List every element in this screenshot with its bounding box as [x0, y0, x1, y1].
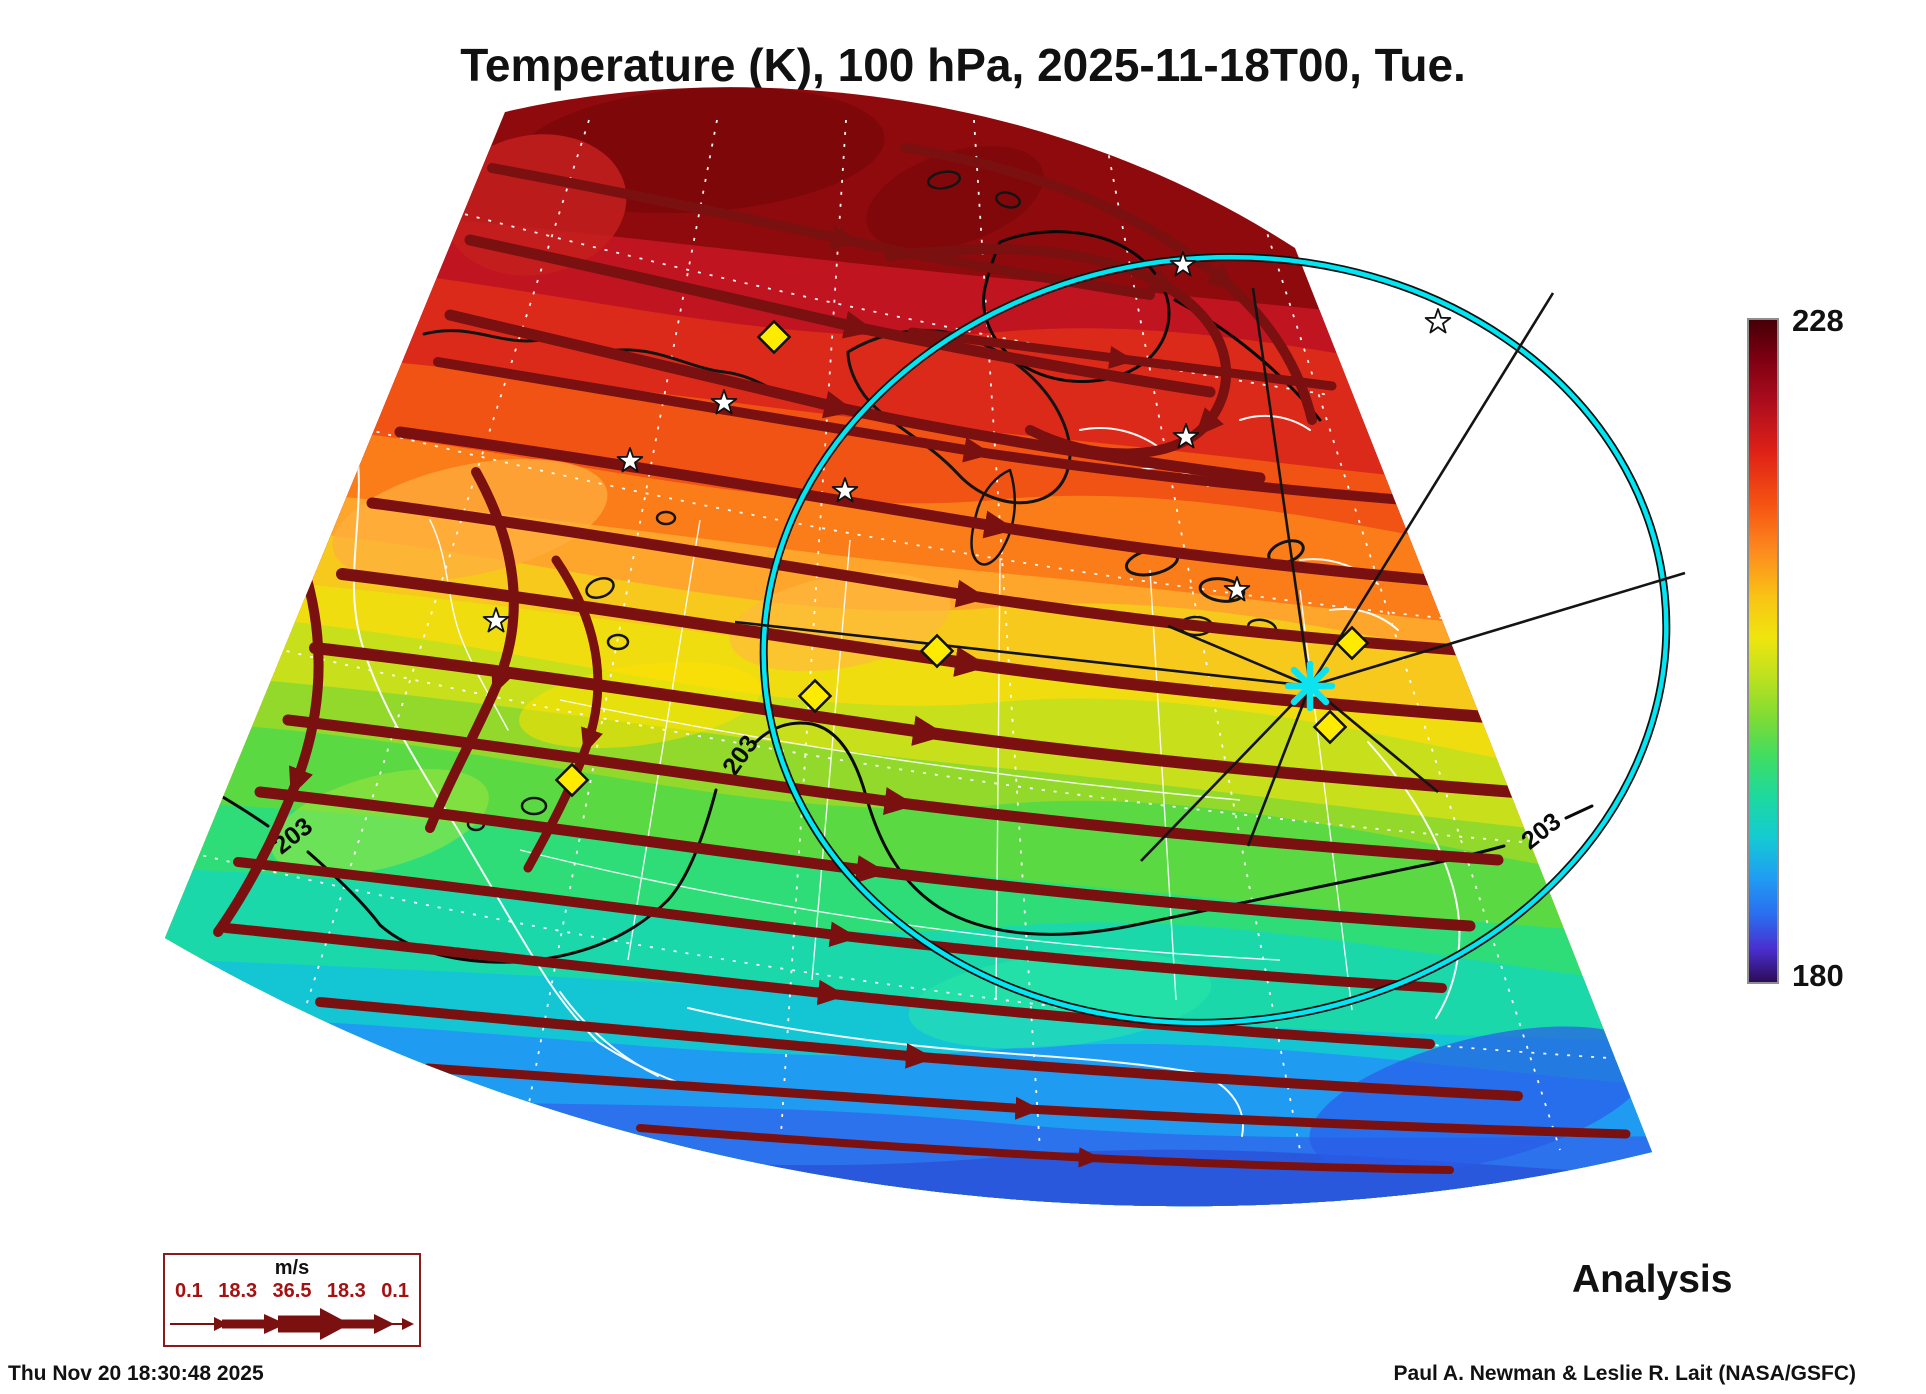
diamond-marker: [797, 678, 833, 714]
diamond-marker: [1334, 625, 1370, 661]
streamline: [233, 857, 1447, 993]
streamline: [636, 1124, 1454, 1174]
diamond-marker: [1312, 709, 1348, 745]
analysis-label: Analysis: [1572, 1258, 1733, 1301]
diamond-marker: [919, 633, 955, 669]
bearing-lines: [734, 287, 1686, 862]
creation-timestamp: Thu Nov 20 18:30:48 2025: [8, 1362, 264, 1385]
streamline: [394, 426, 1436, 586]
streamline: [336, 568, 1560, 728]
streamline: [885, 244, 1232, 459]
streamline: [425, 467, 519, 833]
colorbar-min-label: 180: [1792, 958, 1844, 993]
state-borders: [519, 519, 1353, 1011]
wind-speed-legend: m/s 0.1 18.3 36.5 18.3 0.1: [163, 1253, 421, 1347]
diamond-marker: [756, 319, 792, 355]
streamline: [282, 714, 1504, 866]
wind-legend-values: 0.1 18.3 36.5 18.3 0.1: [165, 1280, 419, 1303]
colorbar: [1747, 318, 1779, 984]
streamline: [433, 357, 1433, 507]
diamond-marker: [554, 762, 590, 798]
credit-line: Paul A. Newman & Leslie R. Lait (NASA/GS…: [1393, 1362, 1856, 1385]
station-diamonds: [554, 319, 1370, 798]
streamline: [254, 786, 1476, 932]
wind-streamlines: [213, 143, 1631, 1174]
streamline: [315, 997, 1523, 1101]
page-title: Temperature (K), 100 hPa, 2025-11-18T00,…: [460, 39, 1466, 91]
station-stars: [482, 251, 1452, 633]
streamline: [366, 497, 1464, 656]
wind-legend-value: 0.1: [381, 1280, 409, 1302]
wind-legend-value: 36.5: [272, 1280, 312, 1302]
star-marker: [710, 389, 738, 415]
star-marker: [1424, 308, 1452, 334]
streamline: [213, 540, 324, 937]
wind-legend-arrow-glyph: [170, 1308, 414, 1340]
streamline: [464, 234, 1216, 398]
colorbar-max-label: 228: [1792, 303, 1844, 338]
wind-legend-value: 18.3: [218, 1280, 258, 1302]
streamline: [221, 923, 1435, 1049]
wind-legend-value: 0.1: [175, 1280, 203, 1302]
wind-legend-value: 18.3: [326, 1280, 366, 1302]
streamline: [487, 163, 1155, 300]
wind-legend-units: m/s: [274, 1257, 310, 1279]
station-asterisk: [1284, 660, 1336, 712]
streamline: [423, 1063, 1631, 1139]
streamline: [523, 555, 603, 873]
